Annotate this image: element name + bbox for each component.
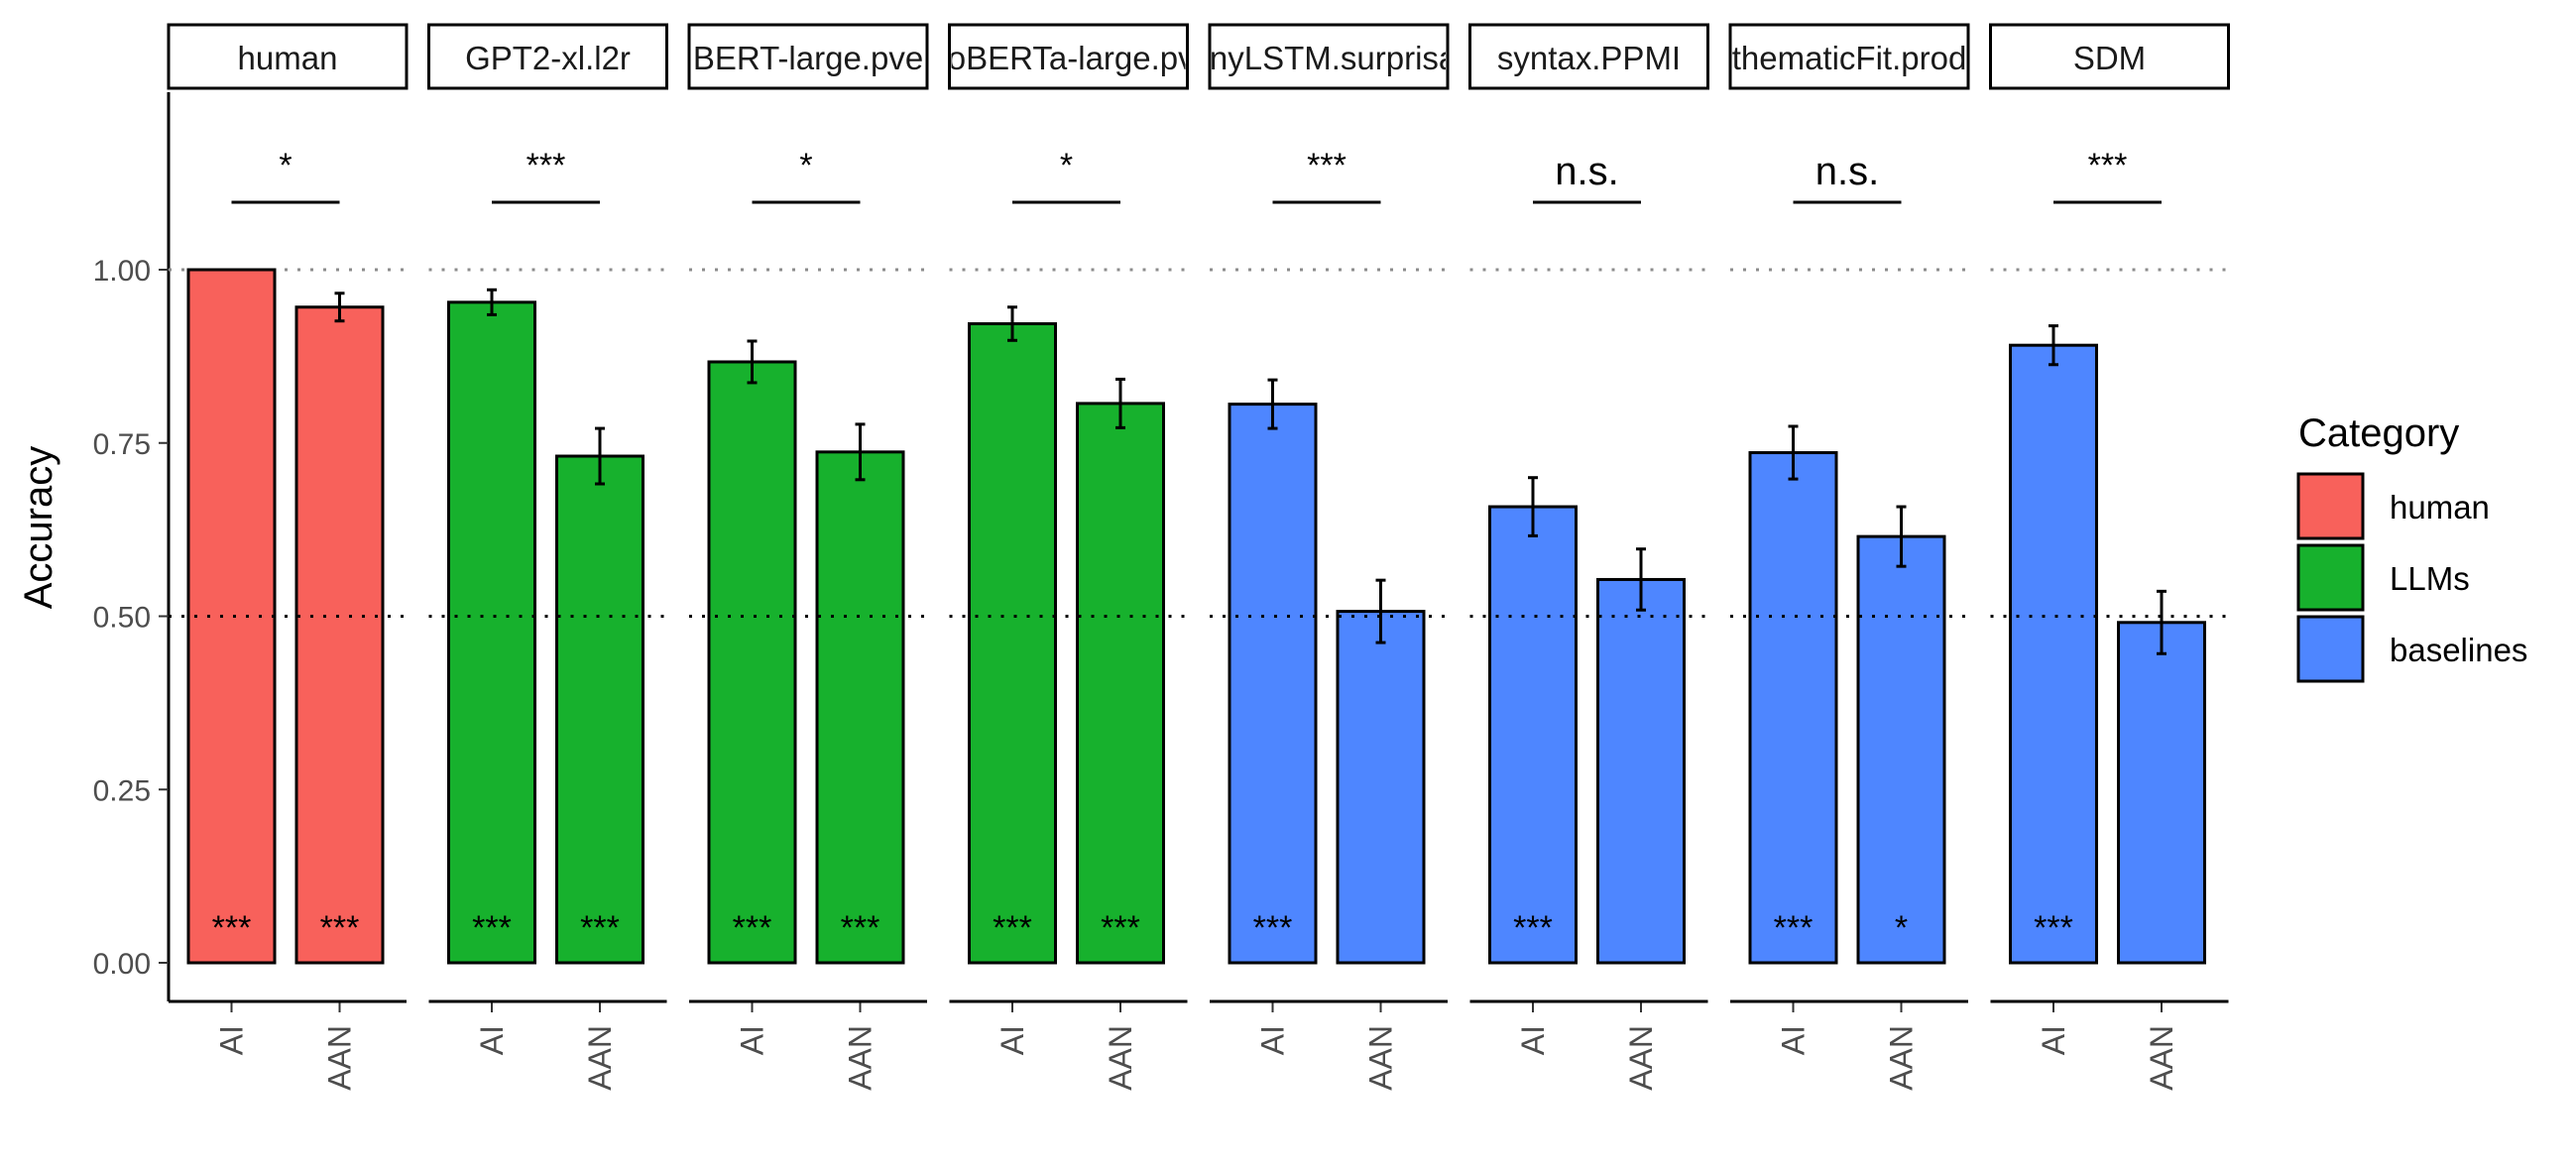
bar-significance-label: *** (1101, 909, 1140, 947)
legend: Category human LLMs baselines (2296, 411, 2527, 683)
bar-AAN (294, 305, 385, 965)
x-tick-label: AI (214, 1025, 250, 1055)
legend-swatch-human (2296, 472, 2365, 540)
comparison-significance-label: * (1060, 147, 1073, 184)
panel-GPT2-xl.l2r: GPT2-xl.l2r *** AI *** AAN *** (427, 23, 668, 1091)
legend-swatch-baselines (2296, 615, 2365, 683)
x-tick-label: AI (735, 1025, 770, 1055)
panel-human: human *** AI *** AAN * (167, 23, 409, 1091)
panel-BERT-large.pve: BERT-large.pve *** AI *** AAN * (687, 23, 929, 1091)
bar-AAN (1076, 402, 1165, 965)
y-tick-label: 0.75 (93, 428, 151, 461)
x-tick-label: AAN (843, 1025, 878, 1091)
x-tick-label: AAN (1623, 1025, 1659, 1091)
legend-swatch-LLMs (2296, 543, 2365, 612)
comparison-significance-label: * (279, 147, 292, 184)
panel-header-box (427, 23, 668, 90)
bar-significance-label: *** (212, 909, 252, 947)
bar-AAN (1336, 610, 1426, 965)
panel-SDM: SDM *** AI AAN *** (1989, 23, 2230, 1091)
bar-AI (2009, 343, 2098, 965)
comparison-significance-label: *** (1307, 147, 1347, 184)
x-tick-label: AI (2036, 1025, 2071, 1055)
panel-header-label: SDM (2073, 40, 2146, 76)
panel-syntax.PPMI: syntax.PPMI *** AI AAN n.s. (1468, 23, 1709, 1091)
panel-tinyLSTM.surprisal: tinyLSTM.surprisal *** AI AAN *** (1193, 23, 1464, 1091)
bar-AI (968, 322, 1057, 965)
panel-header-box (948, 23, 1189, 90)
bar-significance-label: *** (320, 909, 360, 947)
bar-AAN (815, 450, 905, 965)
bar-significance-label: *** (1774, 909, 1814, 947)
y-tick-label: 0.25 (93, 774, 151, 807)
bar-AAN (2117, 621, 2206, 965)
x-tick-label: AI (474, 1025, 510, 1055)
x-tick-label: AAN (1363, 1025, 1399, 1091)
x-tick-label: AAN (1884, 1025, 1920, 1091)
bar-significance-label: * (1895, 909, 1908, 947)
x-tick-label: AAN (1103, 1025, 1138, 1091)
bar-AI (1488, 505, 1578, 965)
panel-header-label: tinyLSTM.surprisal (1193, 40, 1464, 76)
legend-label-baselines: baselines (2390, 632, 2527, 668)
y-tick-label: 1.00 (93, 255, 151, 288)
bar-significance-label: *** (993, 909, 1032, 947)
bar-significance-label: *** (472, 909, 512, 947)
legend-title: Category (2298, 411, 2459, 455)
x-tick-label: AI (1255, 1025, 1291, 1055)
bar-AI (707, 360, 797, 965)
x-tick-label: AI (995, 1025, 1030, 1055)
comparison-significance-label: n.s. (1815, 150, 1879, 193)
panel-header-box (1989, 23, 2230, 90)
bar-significance-label: *** (1253, 909, 1293, 947)
panel-header-label: thematicFit.prod (1732, 40, 1967, 76)
x-tick-label: AAN (2144, 1025, 2179, 1091)
bar-significance-label: *** (2034, 909, 2073, 947)
x-tick-label: AI (1776, 1025, 1812, 1055)
panel-header-label: RoBERTa-large.pve (924, 40, 1213, 76)
comparison-significance-label: n.s. (1555, 150, 1618, 193)
bar-significance-label: *** (1513, 909, 1553, 947)
panel-header-box (167, 23, 409, 90)
panel-header-label: human (238, 40, 338, 76)
y-axis-label: Accuracy (17, 446, 60, 610)
panel-RoBERTa-large.pve: RoBERTa-large.pve *** AI *** AAN * (924, 23, 1213, 1091)
bar-significance-label: *** (841, 909, 880, 947)
comparison-significance-label: * (799, 147, 812, 184)
plot-area: 0.000.250.500.751.00Accuracyhuman***AI**… (17, 23, 2230, 1091)
y-tick-label: 0.00 (93, 948, 151, 981)
panel-header-label: GPT2-xl.l2r (465, 40, 631, 76)
comparison-significance-label: *** (2088, 147, 2128, 184)
x-tick-label: AAN (582, 1025, 618, 1091)
legend-label-human: human (2390, 489, 2490, 526)
bar-AAN (1856, 534, 1946, 965)
panel-thematicFit.prod: thematicFit.prod *** AI * AAN n.s. (1728, 23, 1970, 1091)
bar-AI (447, 300, 536, 965)
bar-AAN (1596, 577, 1686, 965)
x-tick-label: AAN (322, 1025, 358, 1091)
comparison-significance-label: *** (527, 147, 566, 184)
panel-header-box (687, 23, 929, 90)
bar-significance-label: *** (580, 909, 620, 947)
panel-header-box (1208, 23, 1450, 90)
panel-header-label: syntax.PPMI (1497, 40, 1681, 76)
bar-AI (1228, 403, 1318, 965)
bar-AI (1748, 451, 1838, 965)
panel-header-box (1468, 23, 1709, 90)
panel-header-box (1728, 23, 1970, 90)
x-tick-label: AI (1515, 1025, 1551, 1055)
y-tick-label: 0.50 (93, 602, 151, 635)
bar-significance-label: *** (733, 909, 772, 947)
legend-label-LLMs: LLMs (2390, 560, 2470, 597)
panel-header-label: BERT-large.pve (693, 40, 923, 76)
bar-AAN (555, 454, 644, 965)
